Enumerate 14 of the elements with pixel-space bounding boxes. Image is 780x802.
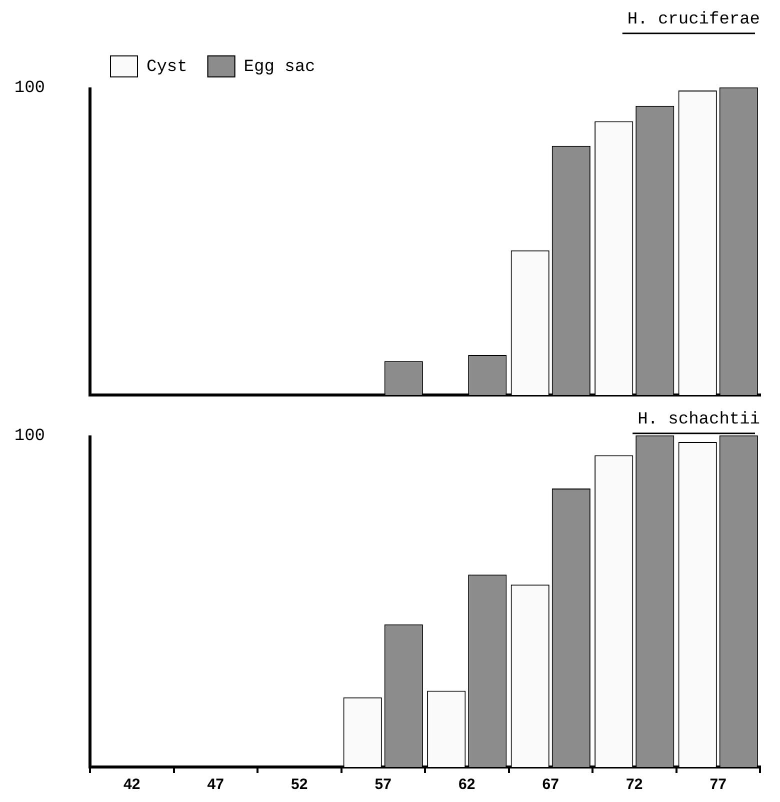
text: 100 (14, 78, 45, 98)
x-tick-label: 77 (710, 776, 726, 794)
chart-title: H. cruciferae (627, 10, 760, 30)
legend-label: Cyst (146, 58, 188, 77)
legend-label: Egg sac (244, 58, 316, 77)
x-tick-label: 57 (374, 776, 392, 794)
x-tick-label: 52 (291, 776, 308, 794)
x-tick-label: 67 (542, 776, 559, 794)
x-tick-label: 42 (124, 776, 140, 794)
x-tick-label: 72 (626, 776, 643, 794)
x-tick-label: 47 (207, 776, 224, 794)
x-tick-label: 62 (458, 776, 476, 794)
text: 100 (14, 426, 45, 446)
chart-title: H. schachtii (638, 410, 760, 430)
